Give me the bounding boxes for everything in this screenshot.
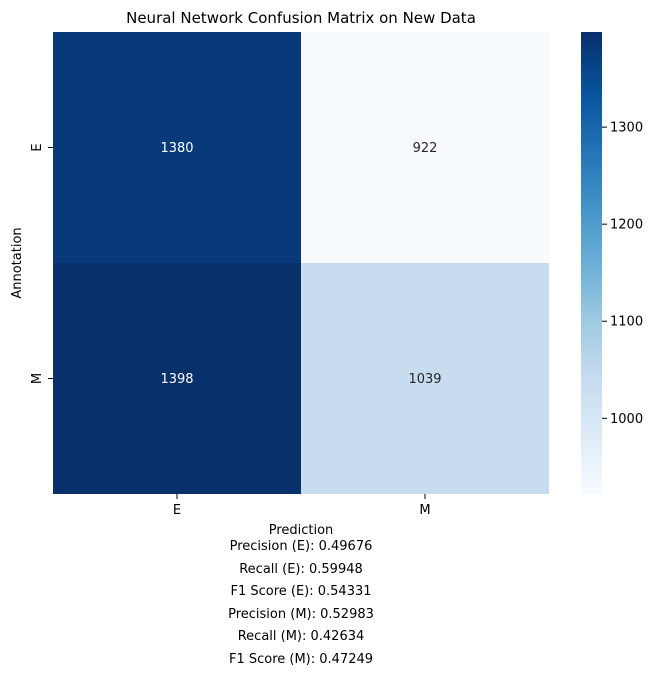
heatmap-cell: [301, 263, 549, 494]
cell-value-label: 1398: [160, 372, 193, 387]
x-tick-label: M: [419, 503, 430, 518]
y-axis-label: Annotation: [10, 227, 25, 298]
heatmap-cell: [53, 32, 301, 263]
colorbar-tick-label: 1300: [610, 121, 643, 136]
cell-value-label: 1039: [408, 372, 441, 387]
heatmap-cell: [53, 263, 301, 494]
recall-m-text: Recall (M): 0.42634: [237, 629, 365, 644]
chart-title: Neural Network Confusion Matrix on New D…: [126, 9, 476, 27]
x-axis-label: Prediction: [269, 523, 334, 536]
heatmap-cell: [301, 32, 549, 263]
f1-m-text: F1 Score (M): 0.47249: [228, 651, 374, 667]
recall-e-text: Recall (E): 0.59948: [239, 561, 363, 577]
heatmap-cell-labels: 1380 922 1398 1039: [160, 141, 441, 387]
y-tick-label: E: [30, 143, 45, 151]
y-axis-ticks: EM: [30, 143, 53, 384]
cell-value-label: 1380: [160, 141, 193, 156]
x-tick-label: E: [173, 503, 181, 518]
colorbar-tick-label: 1000: [610, 412, 643, 427]
precision-m-text: Precision (M): 0.52983: [228, 606, 374, 622]
y-tick-label: M: [30, 373, 45, 384]
colorbar: [581, 32, 602, 494]
heatmap-cells: [53, 32, 549, 494]
confusion-matrix-chart: Neural Network Confusion Matrix on New D…: [10, 9, 643, 536]
precision-e-text: Precision (E): 0.49676: [229, 539, 373, 554]
colorbar-tick-label: 1200: [610, 218, 643, 233]
cell-value-label: 922: [413, 141, 438, 156]
colorbar-tick-label: 1100: [610, 315, 643, 330]
metrics-panel: Precision (E): 0.49676 Recall (E): 0.599…: [0, 536, 602, 671]
colorbar-ticks: 1000 1100 1200 1300: [602, 121, 643, 427]
f1-e-text: F1 Score (E): 0.54331: [230, 584, 372, 599]
